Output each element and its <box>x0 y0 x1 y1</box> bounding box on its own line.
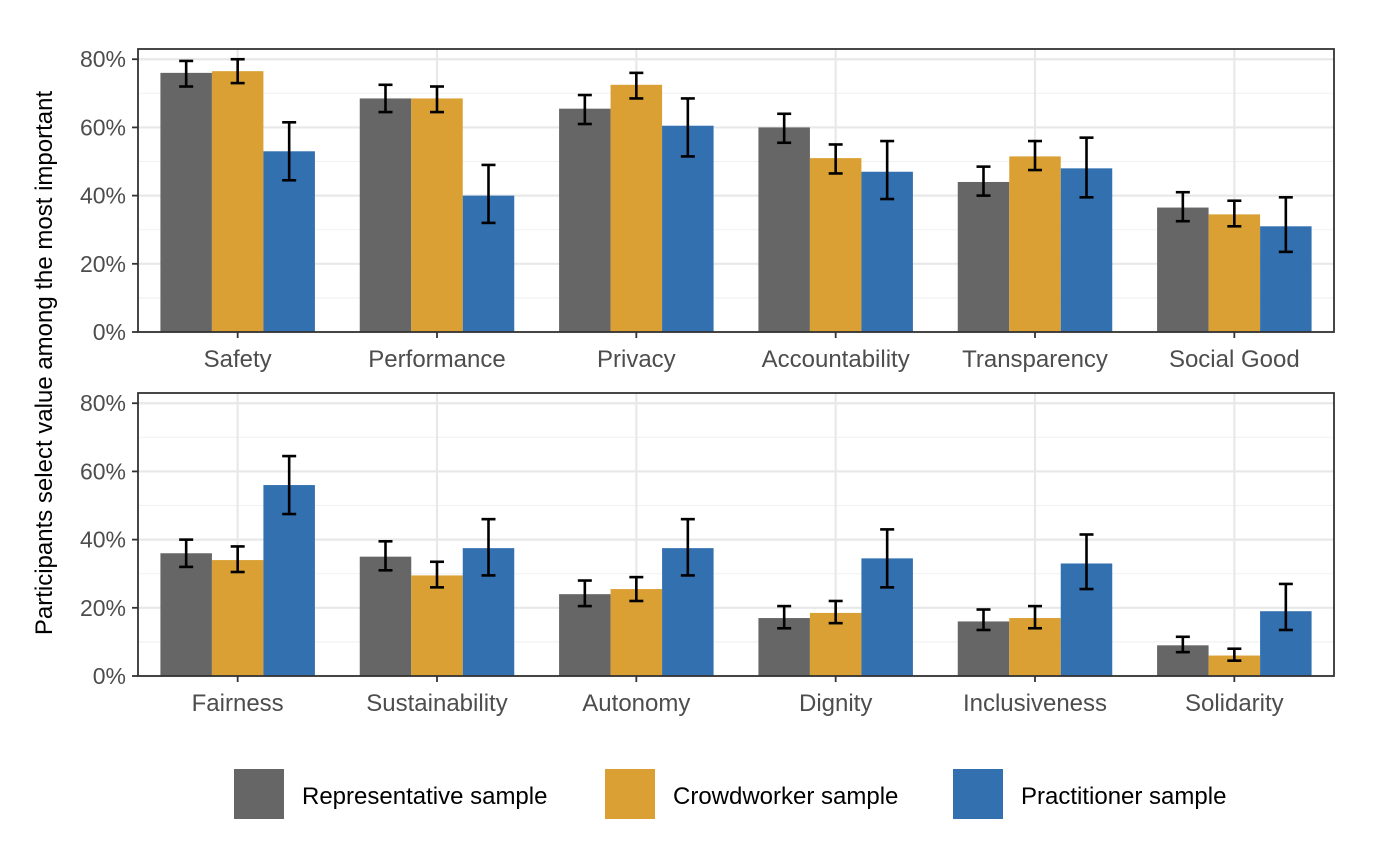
error-bar <box>179 59 194 88</box>
bar-social-good-1 <box>1157 207 1209 332</box>
error-bar <box>629 575 644 603</box>
error-bar <box>777 604 792 630</box>
error-bar <box>577 93 592 126</box>
x-tick-label: Accountability <box>762 346 910 373</box>
bar-privacy-2 <box>610 84 663 332</box>
x-tick-label: Autonomy <box>582 690 690 717</box>
y-tick-label: 20% <box>80 251 126 277</box>
bar-privacy-3 <box>662 125 714 333</box>
legend-swatch-2 <box>605 769 655 819</box>
x-tick-label: Performance <box>368 346 505 373</box>
y-tick-label: 0% <box>93 319 126 345</box>
error-bar <box>1278 196 1293 254</box>
legend-label-1: Representative sample <box>302 783 547 810</box>
error-bar <box>880 528 895 589</box>
y-tick-label: 80% <box>80 46 126 72</box>
error-bar <box>828 599 843 625</box>
x-tick-label: Safety <box>204 346 272 373</box>
error-bar <box>828 143 843 175</box>
bar-sustainability-1 <box>359 556 412 676</box>
panel-border <box>137 392 1335 677</box>
error-bar <box>378 83 393 114</box>
error-bar <box>976 165 991 197</box>
error-bar <box>1227 647 1242 662</box>
y-tick-label: 80% <box>80 390 126 416</box>
y-tick-label: 60% <box>80 458 126 484</box>
panel-1: 0% 20% 40% 60% 80% Safety Performance Privacy Ac… <box>80 46 1335 373</box>
y-tick-label: 40% <box>80 183 126 209</box>
error-bar <box>230 57 245 85</box>
bar-performance-2 <box>411 98 463 332</box>
error-bar <box>378 540 393 572</box>
panel-border <box>137 48 1335 333</box>
error-bar <box>282 121 297 182</box>
bar-social-good-2 <box>1208 214 1261 332</box>
x-tick-label: Sustainability <box>366 690 507 717</box>
y-axis-title: Participants select value among the most… <box>31 91 58 636</box>
error-bar <box>629 71 644 100</box>
error-bar <box>1175 190 1190 223</box>
error-bar <box>481 517 496 577</box>
y-tick-label: 0% <box>93 663 126 689</box>
x-tick-label: Transparency <box>962 346 1108 373</box>
legend-label-2: Crowdworker sample <box>673 783 898 810</box>
bar-fairness-3 <box>263 485 315 676</box>
bar-transparency-1 <box>957 181 1010 332</box>
error-bar <box>680 517 695 577</box>
x-tick-label: Social Good <box>1169 346 1300 373</box>
error-bar <box>1278 582 1293 632</box>
bar-autonomy-2 <box>610 589 663 676</box>
bar-solidarity-2 <box>1208 655 1261 676</box>
bar-safety-1 <box>160 72 212 333</box>
x-tick-label: Inclusiveness <box>963 690 1107 717</box>
legend: Representative sample Crowdworker sample P… <box>234 769 1226 819</box>
bar-autonomy-1 <box>559 594 611 676</box>
error-bar <box>1227 199 1242 228</box>
x-tick-label: Dignity <box>799 690 872 717</box>
error-bar <box>1028 139 1042 172</box>
error-bar <box>1028 604 1042 630</box>
x-tick-label: Solidarity <box>1185 690 1284 717</box>
bar-performance-1 <box>359 98 412 332</box>
y-tick-label: 60% <box>80 114 126 140</box>
legend-swatch-1 <box>234 769 284 819</box>
bar-accountability-2 <box>809 158 862 332</box>
y-tick-label: 20% <box>80 595 126 621</box>
legend-label-3: Practitioner sample <box>1021 783 1226 810</box>
error-bar <box>481 163 496 225</box>
error-bar <box>577 579 592 608</box>
bar-fairness-1 <box>160 553 212 676</box>
x-tick-label: Privacy <box>597 346 676 373</box>
error-bar <box>1079 533 1094 591</box>
error-bar <box>1175 635 1190 654</box>
error-bar <box>430 85 444 114</box>
y-tick-label: 40% <box>80 527 126 553</box>
panel-2: 0% 20% 40% 60% 80% Fairness Sustainability Auto… <box>80 390 1335 717</box>
error-bar <box>680 97 695 158</box>
bar-safety-2 <box>211 71 264 332</box>
bar-transparency-2 <box>1009 156 1061 332</box>
error-bar <box>282 454 297 516</box>
error-bar <box>976 608 991 632</box>
error-bar <box>880 139 895 201</box>
x-tick-label: Fairness <box>192 690 284 717</box>
bar-privacy-1 <box>559 108 611 333</box>
error-bar <box>1079 136 1094 199</box>
bar-fairness-2 <box>211 560 264 676</box>
bar-sustainability-2 <box>411 575 463 676</box>
legend-swatch-3 <box>953 769 1003 819</box>
error-bar <box>179 538 194 569</box>
bar-accountability-1 <box>758 127 810 332</box>
error-bar <box>777 112 792 145</box>
error-bar <box>230 545 245 574</box>
error-bar <box>430 560 444 589</box>
